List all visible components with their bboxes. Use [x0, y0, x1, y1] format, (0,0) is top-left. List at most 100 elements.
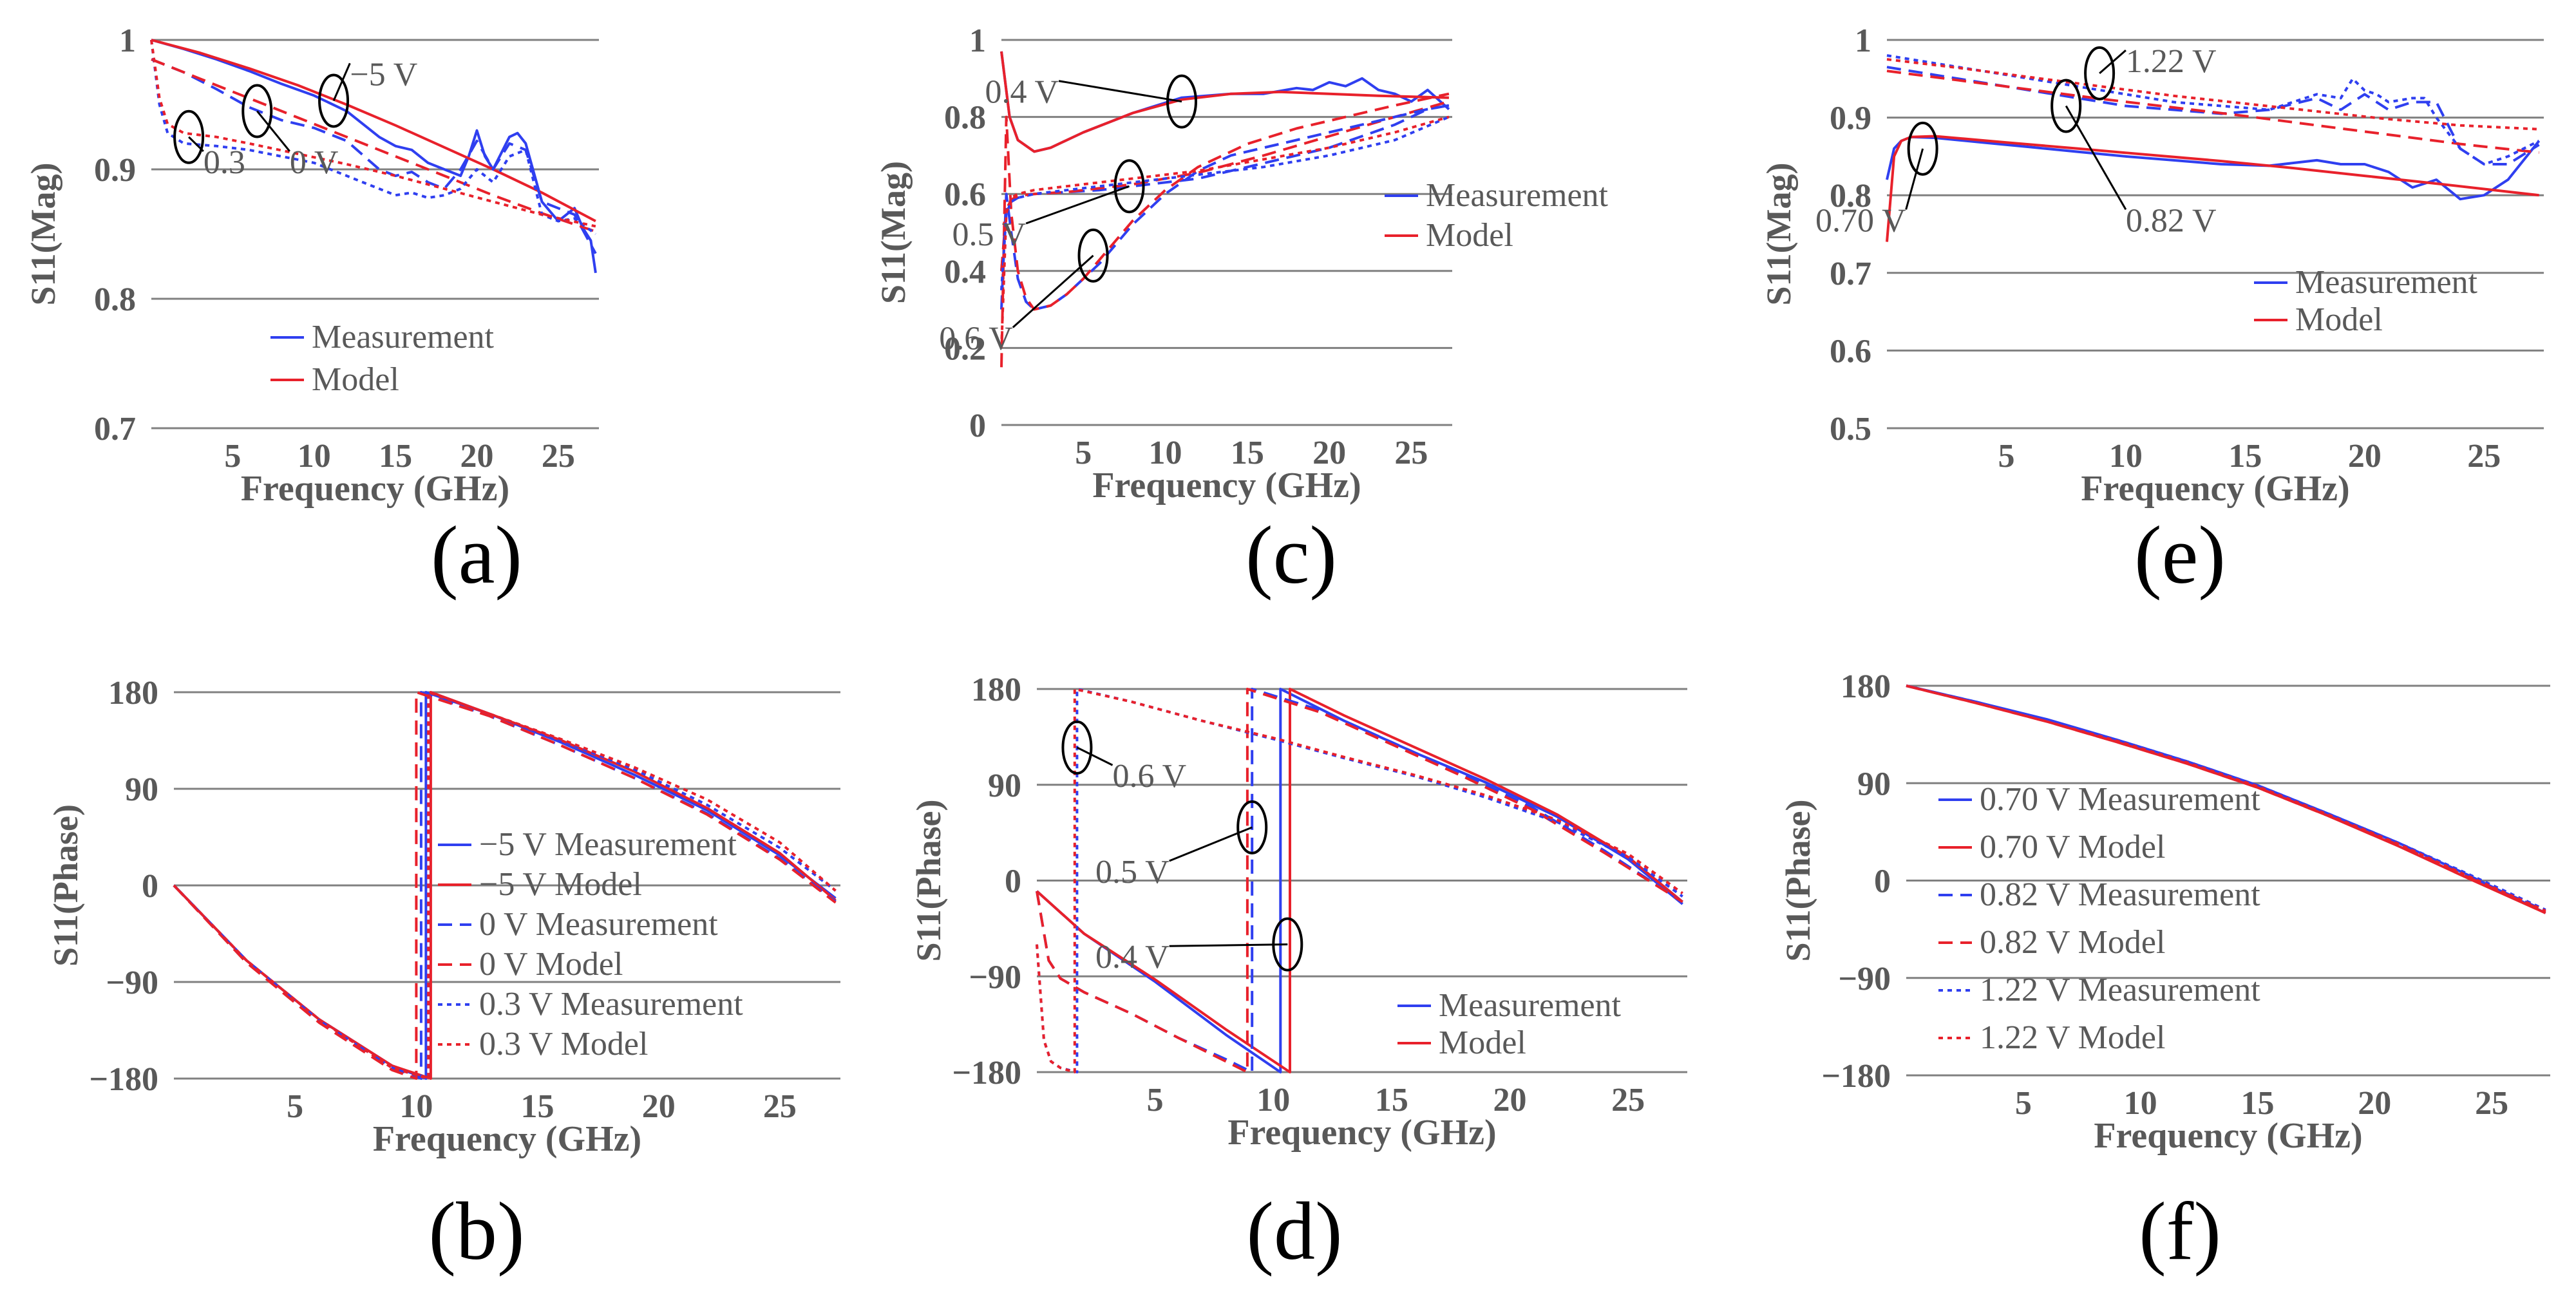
- y-tick-label: 1: [119, 23, 136, 59]
- x-tick-label: 5: [1998, 438, 2014, 475]
- y-tick-label: 1: [1855, 23, 1871, 59]
- legend-label: 1.22 V Measurement: [1980, 972, 2260, 1008]
- plot-area: [173, 691, 837, 1080]
- y-tick-label: 0.5: [1830, 411, 1871, 448]
- series-line-measurement-0: [151, 39, 597, 274]
- y-tick-label: 0: [969, 408, 986, 444]
- annotation-label: 0 V: [290, 144, 339, 181]
- annotation-label: 0.5 V: [952, 216, 1027, 253]
- annotation-marker: [1907, 121, 1938, 176]
- annotation-marker: [318, 73, 350, 128]
- annotation-leader: [2065, 105, 2127, 211]
- x-tick-label: 10: [2124, 1085, 2157, 1122]
- subfigure-caption: (a): [431, 509, 522, 601]
- legend-label: −5 V Model: [479, 866, 642, 903]
- series-line-model-3: [151, 58, 596, 233]
- series-line-model-3: [173, 691, 837, 1080]
- chart-d: −180 −90 0 90 180 5 10 15 20 25 Frequency (GHz) S11…: [909, 672, 1687, 1277]
- subfigure-caption: (b): [428, 1185, 524, 1277]
- legend-label: Measurement: [2295, 264, 2478, 301]
- x-tick-label: 10: [2109, 438, 2143, 475]
- x-tick-label: 20: [1312, 435, 1346, 471]
- annotation-leader: [256, 110, 290, 152]
- annotation-marker: [2084, 46, 2116, 100]
- annotation-label: 0.82 V: [2126, 202, 2217, 239]
- y-tick-label: 0: [1874, 863, 1891, 900]
- annotation-marker: [173, 109, 205, 164]
- x-tick-label: 25: [763, 1088, 797, 1125]
- series-line-measurement-6: [1000, 115, 1450, 290]
- annotation-label: 0.4 V: [985, 74, 1059, 111]
- x-tick-label: 25: [1611, 1082, 1645, 1118]
- series-line-model-5: [1036, 688, 1683, 1073]
- annotation-leader: [188, 136, 204, 153]
- x-tick-label: 20: [2348, 438, 2382, 475]
- x-tick-label: 20: [460, 438, 493, 475]
- series-line-model-5: [173, 691, 837, 1080]
- x-tick-label: 10: [1256, 1082, 1290, 1118]
- y-tick-label: 0.8: [1830, 178, 1871, 214]
- y-tick-label: 0.6: [944, 176, 986, 213]
- x-tick-label: 15: [1375, 1082, 1408, 1118]
- legend-label: 1.22 V Model: [1980, 1019, 2165, 1056]
- series-line-model-5: [1886, 58, 2539, 131]
- legend-label: 0.82 V Measurement: [1980, 876, 2260, 913]
- annotation-label: 1.22 V: [2126, 43, 2217, 80]
- annotation-marker: [2050, 79, 2082, 133]
- plot-area: [150, 39, 597, 274]
- x-tick-label: 15: [1231, 435, 1264, 471]
- annotation-label: 0.4 V: [1095, 939, 1170, 976]
- y-tick-label: 0: [142, 868, 158, 905]
- legend-label: Model: [312, 361, 399, 398]
- x-tick-label: 10: [399, 1088, 433, 1125]
- y-tick-label: 1: [969, 23, 986, 59]
- legend-label: 0 V Measurement: [479, 906, 718, 943]
- x-tick-label: 15: [521, 1088, 554, 1125]
- annotation-label: −5 V: [350, 56, 417, 93]
- x-tick-label: 20: [642, 1088, 676, 1125]
- y-tick-label: −90: [106, 965, 158, 1001]
- x-tick-label: 25: [1394, 435, 1428, 471]
- x-tick-label: 5: [1075, 435, 1092, 471]
- series-line-measurement-4: [1886, 54, 2540, 165]
- y-axis-label: S11(Phase): [46, 804, 85, 967]
- series-line-model-1: [1036, 688, 1683, 1073]
- annotation-marker: [1077, 228, 1109, 283]
- annotation-leader: [1169, 943, 1288, 947]
- legend-label: Model: [1426, 217, 1513, 254]
- y-tick-label: 180: [108, 675, 158, 712]
- series-line-measurement-0: [1886, 135, 2541, 201]
- plot-area: [1906, 684, 2546, 914]
- y-tick-label: 0.8: [944, 100, 986, 137]
- x-axis-label: Frequency (GHz): [241, 469, 509, 509]
- y-tick-label: 0.6: [1830, 333, 1871, 370]
- legend-label: Model: [2295, 301, 2383, 338]
- subfigure-caption: (c): [1245, 509, 1337, 601]
- x-axis-label: Frequency (GHz): [2081, 469, 2349, 509]
- x-tick-label: 15: [379, 438, 412, 475]
- series-line-measurement-2: [151, 58, 597, 254]
- subfigure-caption: (e): [2134, 509, 2226, 601]
- annotation-leader: [1058, 80, 1182, 103]
- x-tick-label: 10: [298, 438, 331, 475]
- y-tick-label: 0.8: [94, 281, 136, 318]
- series-line-measurement-2: [1000, 104, 1450, 271]
- series-line-model-5: [1000, 92, 1450, 368]
- legend-label: 0 V Model: [479, 946, 623, 983]
- annotation-leader: [2099, 50, 2126, 74]
- annotation-label: 0.6 V: [1113, 758, 1187, 795]
- x-tick-label: 25: [2467, 438, 2501, 475]
- y-axis-label: S11(Phase): [909, 799, 948, 961]
- x-tick-label: 20: [1493, 1082, 1527, 1118]
- x-tick-label: 25: [542, 438, 575, 475]
- series-line-measurement-4: [150, 39, 597, 236]
- annotation-marker: [1236, 800, 1268, 854]
- x-axis-label: Frequency (GHz): [373, 1119, 641, 1159]
- annotation-leader: [1012, 254, 1094, 328]
- y-tick-label: 90: [988, 768, 1021, 804]
- y-tick-label: 0.4: [944, 254, 986, 290]
